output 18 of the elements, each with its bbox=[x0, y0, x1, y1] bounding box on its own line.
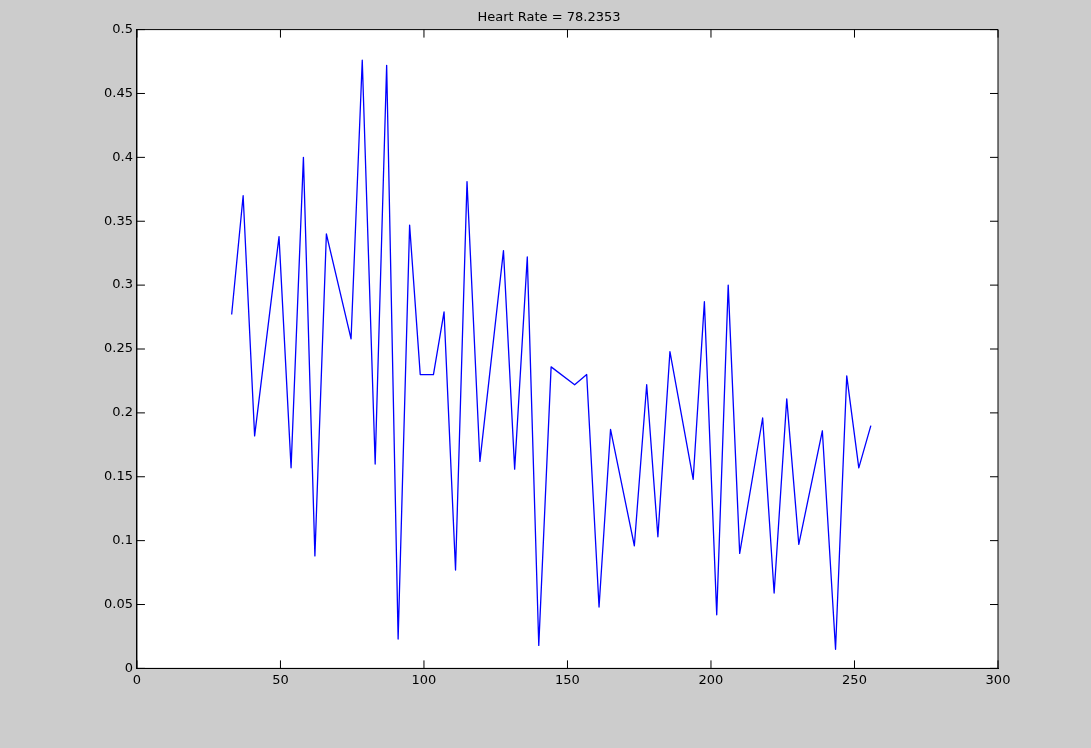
y-tick-label: 0.3 bbox=[112, 276, 133, 292]
x-tick-label: 250 bbox=[842, 671, 867, 687]
y-tick-label: 0.45 bbox=[103, 84, 133, 100]
x-tick-label: 300 bbox=[985, 671, 1011, 687]
y-tick-label: 0 bbox=[124, 659, 133, 675]
y-tick-label: 0.15 bbox=[103, 468, 133, 484]
y-tick-label: 0.5 bbox=[112, 20, 133, 36]
y-tick-label: 0.35 bbox=[103, 212, 133, 228]
y-tick-label: 0.2 bbox=[112, 404, 133, 420]
x-tick-label: 100 bbox=[411, 671, 437, 687]
x-tick-label: 200 bbox=[698, 671, 724, 687]
chart-title: Heart Rate = 78.2353 bbox=[477, 9, 621, 25]
y-tick-label: 0.4 bbox=[112, 148, 133, 164]
x-tick-label: 150 bbox=[555, 671, 580, 687]
y-tick-label: 0.1 bbox=[112, 532, 133, 548]
y-tick-label: 0.25 bbox=[103, 340, 133, 356]
x-tick-label: 50 bbox=[272, 671, 289, 687]
y-tick-label: 0.05 bbox=[103, 595, 133, 611]
